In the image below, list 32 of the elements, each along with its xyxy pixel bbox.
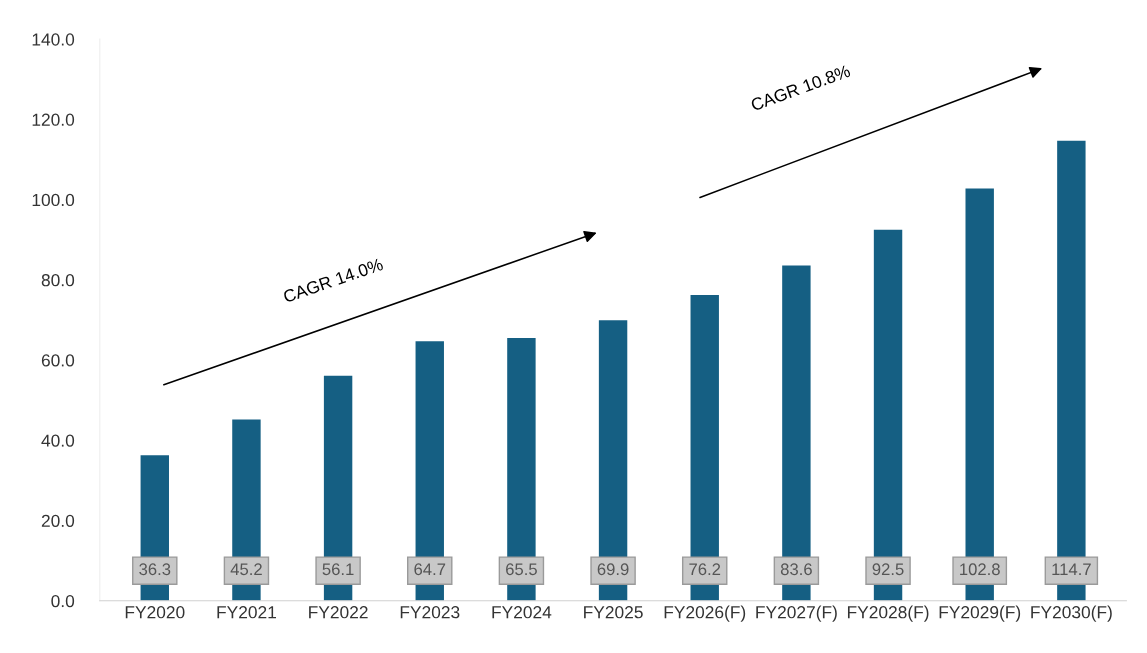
x-tick-label: FY2024 bbox=[492, 606, 552, 619]
data-label: 69.9 bbox=[597, 563, 629, 576]
data-label: 45.2 bbox=[230, 563, 262, 576]
annotation: CAGR 10.8% bbox=[750, 64, 851, 112]
x-tick-label: FY2028(F) bbox=[847, 605, 929, 622]
x-tick-label: FY2020 bbox=[125, 606, 185, 619]
y-tick-label: 20.0 bbox=[41, 514, 75, 527]
annotation: CAGR 14.0% bbox=[282, 257, 384, 303]
y-tick-label: 100.0 bbox=[32, 193, 75, 207]
data-label: 36.3 bbox=[139, 563, 171, 576]
x-tick-label: FY2023 bbox=[400, 606, 460, 619]
data-label: 114.7 bbox=[1052, 563, 1091, 575]
data-label: 83.6 bbox=[780, 563, 812, 576]
y-tick-label: 140.0 bbox=[32, 33, 75, 46]
y-tick-label: 40.0 bbox=[41, 434, 75, 447]
x-tick-label: FY2027(F) bbox=[756, 605, 837, 622]
y-tick-label: 0.0 bbox=[51, 594, 75, 608]
y-tick-label: 80.0 bbox=[41, 274, 75, 287]
data-label: 64.7 bbox=[414, 563, 446, 576]
data-label: 76.2 bbox=[689, 563, 721, 576]
y-tick-label: 60.0 bbox=[41, 354, 75, 367]
data-label: 92.5 bbox=[872, 563, 904, 576]
x-tick-label: FY2030(F) bbox=[1031, 605, 1112, 622]
data-label: 65.5 bbox=[506, 563, 537, 576]
x-tick-label: FY2021 bbox=[217, 606, 276, 619]
x-tick-label: FY2029(F) bbox=[939, 605, 1021, 622]
y-tick-label: 120.0 bbox=[32, 113, 75, 126]
data-label: 56.1 bbox=[322, 563, 354, 576]
x-tick-label: FY2022 bbox=[309, 606, 368, 619]
x-tick-label: FY2026(F) bbox=[664, 605, 746, 622]
x-tick-label: FY2025 bbox=[584, 606, 643, 619]
data-label: 102.8 bbox=[960, 563, 1000, 576]
